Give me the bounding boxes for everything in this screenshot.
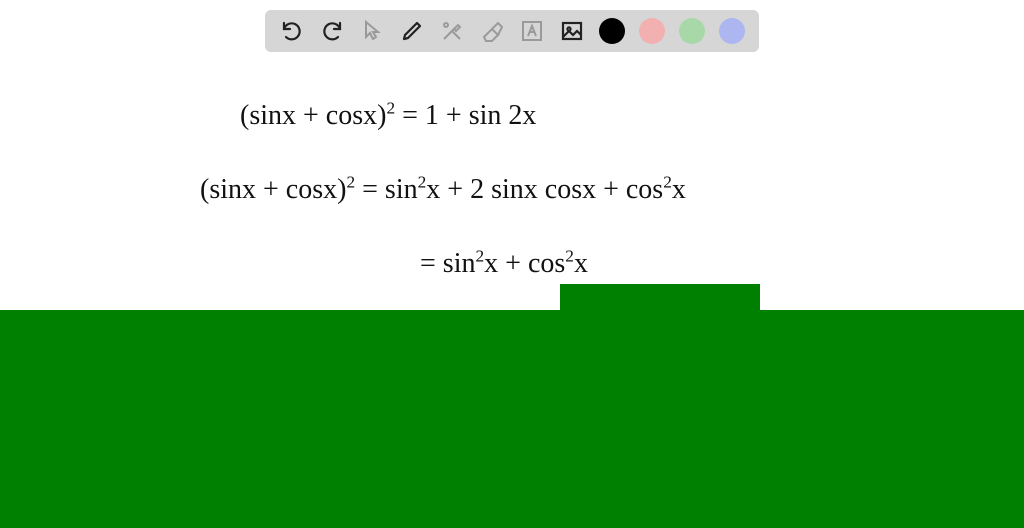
pen-icon — [400, 19, 424, 43]
overlay-notch — [560, 284, 760, 310]
tools-button[interactable] — [439, 18, 465, 44]
equation-line-1: (sinx + cosx)2 = 1 + sin 2x — [240, 100, 536, 132]
image-icon — [560, 19, 584, 43]
redo-icon — [320, 19, 344, 43]
redo-button[interactable] — [319, 18, 345, 44]
pointer-button[interactable] — [359, 18, 385, 44]
undo-icon — [280, 19, 304, 43]
pen-button[interactable] — [399, 18, 425, 44]
pointer-icon — [360, 19, 384, 43]
color-swatch-green[interactable] — [679, 18, 705, 44]
overlay-block — [0, 310, 1024, 528]
image-button[interactable] — [559, 18, 585, 44]
eraser-button[interactable] — [479, 18, 505, 44]
drawing-toolbar — [265, 10, 759, 52]
color-swatch-black[interactable] — [599, 18, 625, 44]
color-swatch-pink[interactable] — [639, 18, 665, 44]
text-icon — [520, 19, 544, 43]
tools-icon — [440, 19, 464, 43]
text-button[interactable] — [519, 18, 545, 44]
equation-line-3: = sin2x + cos2x — [420, 248, 588, 280]
undo-button[interactable] — [279, 18, 305, 44]
eraser-icon — [480, 19, 504, 43]
color-swatch-blue[interactable] — [719, 18, 745, 44]
equation-line-2: (sinx + cosx)2 = sin2x + 2 sinx cosx + c… — [200, 174, 686, 206]
